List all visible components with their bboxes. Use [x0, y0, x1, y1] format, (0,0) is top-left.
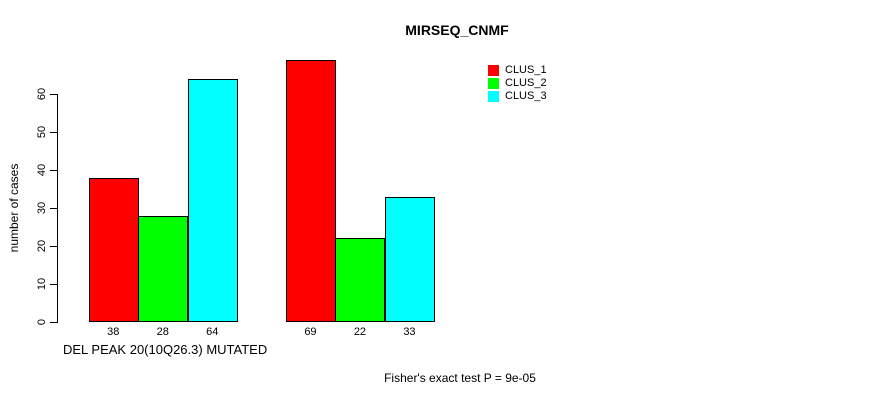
y-tick-label: 10 — [36, 277, 48, 291]
legend-item-clus_1: CLUS_1 — [488, 64, 547, 77]
fisher-test-annotation: Fisher's exact test P = 9e-05 — [384, 371, 536, 385]
y-tick-mark — [50, 93, 57, 95]
bar-clus_2-group1 — [138, 215, 188, 322]
bar-value-label: 69 — [304, 326, 317, 338]
bar-clus_2-group2 — [335, 238, 386, 322]
bar-value-label: 38 — [107, 326, 120, 338]
y-axis-line — [57, 94, 58, 323]
y-tick-label: 50 — [36, 125, 48, 139]
legend-label: CLUS_2 — [505, 77, 547, 89]
bar-value-label: 28 — [156, 326, 169, 338]
bar-value-label: 22 — [353, 326, 367, 338]
legend-swatch-icon — [488, 91, 499, 102]
legend-swatch-icon — [488, 78, 499, 89]
y-tick-label: 30 — [36, 201, 48, 215]
chart-title: MIRSEQ_CNMF — [405, 22, 509, 38]
y-tick-label: 20 — [36, 239, 48, 253]
bar-clus_3-group1 — [187, 78, 238, 322]
bar-clus_1-group1 — [88, 177, 139, 322]
y-tick-mark — [50, 207, 57, 209]
legend-label: CLUS_3 — [505, 90, 547, 102]
y-tick-label: 40 — [36, 163, 48, 177]
legend-item-clus_2: CLUS_2 — [488, 77, 547, 90]
x-axis-label: DEL PEAK 20(10Q26.3) MUTATED — [63, 342, 268, 357]
bar-value-label: 33 — [403, 326, 416, 338]
y-axis-label: number of cases — [7, 163, 21, 253]
y-tick-label: 0 — [36, 318, 48, 326]
y-tick-mark — [50, 245, 57, 247]
y-tick-mark — [50, 321, 57, 323]
y-tick-mark — [50, 131, 57, 133]
y-tick-mark — [50, 169, 57, 171]
bar-clus_3-group2 — [384, 196, 435, 322]
bar-value-label: 64 — [206, 326, 219, 338]
legend-swatch-icon — [488, 65, 499, 76]
y-tick-mark — [50, 283, 57, 285]
legend-label: CLUS_1 — [505, 64, 547, 76]
legend-item-clus_3: CLUS_3 — [488, 90, 547, 103]
y-tick-label: 60 — [36, 87, 48, 101]
legend: CLUS_1 CLUS_2 CLUS_3 — [488, 64, 547, 103]
bar-clus_1-group2 — [285, 59, 336, 322]
